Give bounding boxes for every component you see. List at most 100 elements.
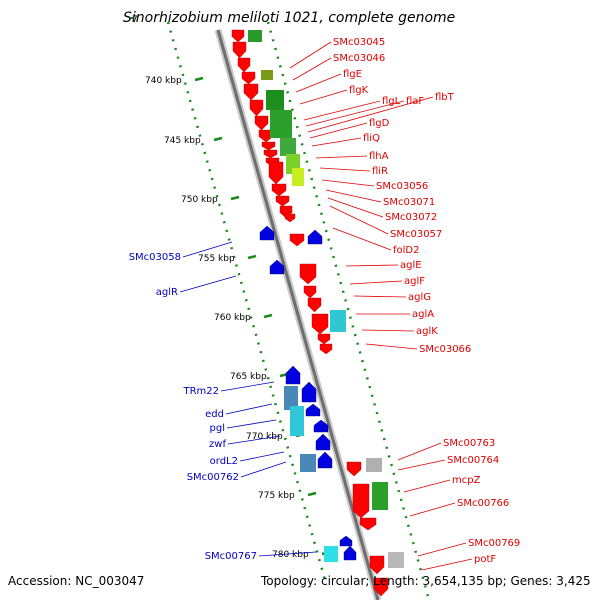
reverse-gene-arrow bbox=[285, 365, 301, 385]
gene-label: SMc00764 bbox=[447, 455, 499, 466]
forward-gene-arrow bbox=[268, 161, 284, 185]
reverse-gene-arrow bbox=[269, 259, 285, 275]
gene-label: SMc00766 bbox=[457, 498, 509, 509]
label-leader bbox=[409, 502, 456, 517]
label-leader bbox=[315, 155, 368, 159]
gene-label: flaF bbox=[406, 96, 424, 107]
ruler-tick-mark bbox=[213, 136, 223, 142]
forward-gene-arrow bbox=[319, 343, 333, 355]
reverse-gene-arrow bbox=[305, 403, 321, 417]
label-leader bbox=[345, 264, 399, 267]
label-leader bbox=[417, 542, 467, 557]
ruler-tick-label: 770 kbp bbox=[246, 432, 283, 442]
ruler-tick-label: 775 kbp bbox=[258, 491, 295, 501]
label-leader bbox=[327, 197, 384, 218]
label-leader bbox=[239, 451, 285, 462]
forward-cds-bar bbox=[261, 70, 273, 80]
label-leader bbox=[292, 57, 332, 81]
forward-gene-arrow bbox=[299, 263, 317, 285]
reverse-cds-bar bbox=[300, 454, 316, 472]
label-leader bbox=[227, 435, 281, 445]
genome-backbone bbox=[214, 29, 382, 600]
ruler-tick-mark bbox=[230, 195, 240, 201]
ruler-track-right bbox=[266, 21, 430, 597]
label-leader bbox=[179, 275, 237, 293]
forward-gene-arrow bbox=[352, 483, 370, 519]
forward-gene-arrow bbox=[241, 71, 256, 85]
label-leader bbox=[182, 241, 233, 258]
label-leader bbox=[329, 205, 389, 235]
gene-label: folD2 bbox=[393, 245, 419, 256]
forward-cds-bar bbox=[372, 482, 388, 510]
forward-gene-arrow bbox=[311, 313, 329, 335]
label-leader bbox=[365, 343, 418, 350]
gene-label: TRm22 bbox=[182, 386, 219, 397]
gene-label: aglG bbox=[408, 292, 431, 303]
label-leader bbox=[397, 459, 446, 471]
label-leader bbox=[225, 403, 273, 415]
forward-gene-arrow bbox=[254, 115, 269, 131]
gene-label: fliR bbox=[372, 166, 388, 177]
gene-label: flgL bbox=[382, 96, 401, 107]
forward-gene-arrow bbox=[261, 141, 276, 151]
gene-label: zwf bbox=[209, 439, 226, 450]
reverse-gene-arrow bbox=[301, 381, 317, 403]
forward-cds-bar bbox=[330, 310, 346, 332]
ruler-tick-label: 765 kbp bbox=[230, 372, 267, 382]
forward-cds-bar bbox=[270, 110, 292, 138]
label-leader bbox=[349, 280, 403, 285]
forward-gene-arrow bbox=[271, 183, 287, 197]
accession-text: Accession: NC_003047 bbox=[8, 574, 145, 588]
forward-gene-arrow bbox=[307, 297, 322, 313]
label-leader bbox=[353, 295, 407, 298]
label-leader bbox=[295, 73, 342, 93]
ruler-tick-label: 740 kbp bbox=[145, 76, 182, 86]
gene-label: aglE bbox=[400, 260, 422, 271]
gene-label: SMc03072 bbox=[385, 212, 437, 223]
reverse-gene-arrow bbox=[343, 545, 357, 561]
forward-cds-bar bbox=[248, 30, 262, 42]
gene-labels: SMc03045 SMc03046 flgE flgK flgL flaF flbT flgD… bbox=[129, 37, 521, 565]
label-leader bbox=[303, 100, 381, 121]
forward-gene-arrow bbox=[237, 57, 251, 73]
reverse-gene-arrow bbox=[339, 535, 353, 547]
map-title: Sinorhizobium meliloti 1021, complete ge… bbox=[123, 10, 455, 26]
forward-cds-bar bbox=[292, 168, 304, 186]
gene-label: pgl bbox=[210, 423, 225, 434]
gene-label: mcpZ bbox=[452, 475, 481, 486]
gene-label: SMc03071 bbox=[383, 197, 435, 208]
label-leader bbox=[403, 479, 451, 493]
gene-label: SMc03046 bbox=[333, 53, 385, 64]
label-leader bbox=[307, 96, 434, 133]
gene-label: SMc00767 bbox=[205, 551, 257, 562]
forward-gene-arrow bbox=[317, 333, 331, 345]
ruler-tick-label: 750 kbp bbox=[181, 195, 218, 205]
forward-cds-bar bbox=[388, 552, 404, 568]
ruler-tick-mark bbox=[247, 254, 257, 260]
label-leader bbox=[325, 189, 382, 203]
gene-label: fliQ bbox=[363, 133, 380, 144]
forward-gene-arrow bbox=[249, 99, 264, 117]
forward-cds-bar bbox=[266, 90, 284, 110]
gene-label: aglA bbox=[412, 309, 434, 320]
reverse-cds-bar bbox=[284, 386, 298, 410]
forward-gene-arrow bbox=[231, 29, 245, 43]
gene-label: flhA bbox=[369, 151, 389, 162]
genome-summary-text: Topology: circular; Length: 3,654,135 bp… bbox=[261, 574, 591, 588]
forward-gene-arrow bbox=[232, 41, 247, 59]
ruler-tick-label: 745 kbp bbox=[164, 136, 201, 146]
gene-label: aglK bbox=[416, 326, 438, 337]
reverse-gene-arrow bbox=[313, 419, 329, 433]
label-leader-lines bbox=[179, 41, 473, 571]
forward-gene-arrow bbox=[303, 285, 317, 299]
ruler-tick-mark bbox=[307, 491, 317, 497]
forward-gene-arrow bbox=[373, 577, 389, 597]
label-leader bbox=[361, 329, 415, 332]
reverse-cds-bar bbox=[324, 546, 338, 562]
forward-gene-arrow bbox=[346, 461, 362, 477]
gene-label: SMc03058 bbox=[129, 252, 181, 263]
gene-label: flgD bbox=[369, 118, 390, 129]
ruler-tick-label: 760 kbp bbox=[214, 313, 251, 323]
ruler-track-left bbox=[166, 21, 327, 581]
gene-label: SMc03066 bbox=[419, 344, 471, 355]
